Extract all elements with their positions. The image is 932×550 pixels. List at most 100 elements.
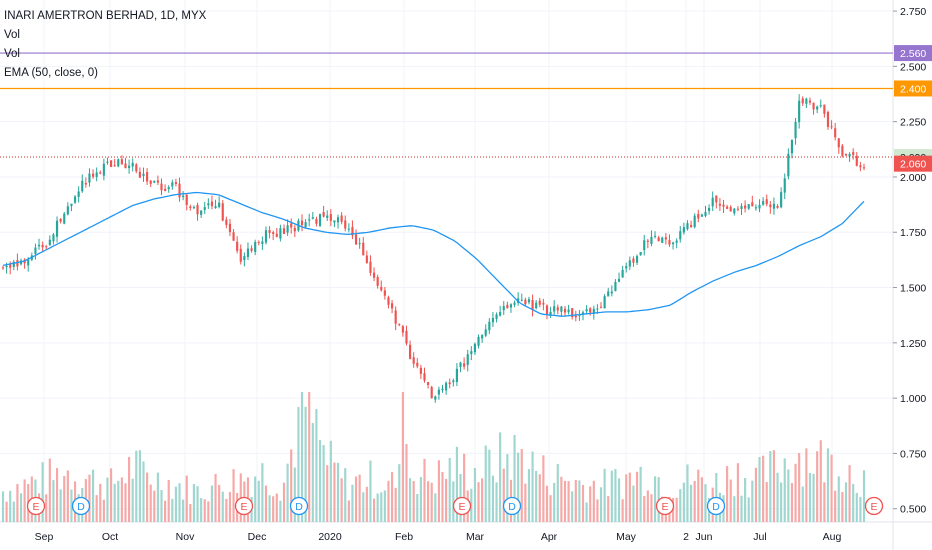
candle-body [794, 121, 797, 139]
candle-body [452, 380, 455, 383]
volume-bar [603, 468, 606, 522]
ema-indicator-label[interactable]: EMA (50, close, 0) [4, 67, 98, 79]
candle-body [34, 247, 37, 254]
candle-body [790, 139, 794, 154]
volume-bar [463, 453, 466, 522]
volume-bar [736, 463, 739, 522]
candle-body [102, 163, 105, 176]
event-marker-label: E [458, 501, 465, 513]
candle-body [844, 153, 848, 156]
earnings-marker-icon[interactable] [655, 496, 675, 516]
volume-bar [819, 440, 822, 522]
volume-bar [484, 445, 487, 522]
volume-bar [844, 482, 848, 522]
volume-bar [45, 494, 48, 522]
volume-bar [693, 481, 696, 522]
time-tick-label: Sep [35, 531, 54, 543]
price-tick-label: 2.000 [900, 172, 926, 184]
candle-body [502, 306, 505, 311]
candle-body [81, 180, 84, 192]
candle-body [581, 312, 585, 315]
candle-body [632, 258, 635, 263]
candle-body [398, 324, 401, 326]
volume-bar [178, 483, 181, 522]
dividend-marker-icon[interactable] [502, 496, 522, 516]
volume-bar [513, 434, 516, 522]
candle-body [405, 330, 408, 344]
candle-body [88, 173, 91, 183]
price-tick-label: 1.500 [900, 283, 926, 295]
earnings-marker-icon[interactable] [26, 496, 46, 516]
volume-bar [834, 490, 837, 522]
volume-bar [650, 494, 653, 522]
earnings-marker-icon[interactable] [864, 496, 884, 516]
candle-body [66, 206, 69, 215]
volume-indicator-label-2[interactable]: Vol [4, 48, 20, 60]
candle-body [643, 240, 646, 251]
volume-bar [542, 455, 545, 522]
candle-body [780, 192, 783, 208]
volume-bar [128, 456, 131, 522]
candle-body [236, 241, 239, 251]
volume-bar [823, 482, 826, 522]
price-tag [894, 80, 932, 97]
candle-body [232, 232, 235, 241]
candle-body [776, 205, 779, 208]
candle-body [700, 214, 703, 217]
dividend-marker-icon[interactable] [706, 496, 726, 516]
volume-bar [697, 469, 700, 522]
candle-body [138, 171, 141, 178]
volume-bar [52, 480, 55, 522]
volume-bar [394, 487, 397, 522]
price-tag-label: 2.560 [900, 48, 926, 60]
candle-body [77, 191, 80, 197]
candle-body [675, 240, 678, 243]
volume-bar [617, 478, 621, 522]
volume-bar [210, 485, 214, 522]
volume-bar [369, 460, 372, 522]
volume-bar [571, 491, 574, 522]
candle-body [650, 236, 653, 244]
volume-bar [607, 496, 610, 522]
candle-body [646, 240, 649, 242]
earnings-marker-icon[interactable] [234, 496, 254, 516]
candle-body [401, 326, 404, 333]
candle-body [196, 205, 199, 215]
dividend-marker-icon[interactable] [289, 496, 309, 516]
volume-bar [149, 484, 152, 522]
volume-indicator-label[interactable]: Vol [4, 29, 20, 41]
volume-bar [783, 458, 786, 522]
candle-body [124, 163, 127, 169]
candle-body [682, 227, 685, 233]
earnings-marker-icon[interactable] [452, 496, 472, 516]
candle-body [347, 228, 350, 230]
candle-body [819, 105, 822, 107]
candle-body [816, 106, 819, 110]
dividend-marker-icon[interactable] [71, 496, 91, 516]
candle-body [214, 206, 217, 208]
candle-body [48, 239, 51, 246]
candle-body [311, 217, 314, 219]
volume-bar [455, 446, 458, 522]
candle-body [394, 310, 397, 324]
candle-body [344, 220, 347, 229]
candle-body [553, 306, 556, 312]
candle-body [218, 202, 221, 208]
volume-bar [135, 450, 138, 522]
candle-body [257, 242, 260, 244]
volume-bar [88, 474, 91, 522]
volume-bar [91, 469, 95, 522]
volume-bar [41, 462, 44, 522]
event-marker-label: D [77, 501, 85, 513]
candle-body [135, 164, 138, 172]
candle-body [73, 196, 77, 203]
candle-body [178, 183, 181, 198]
volume-bar [798, 452, 801, 522]
symbol-title[interactable]: INARI AMERTRON BERHAD, 1D, MYX [4, 10, 207, 22]
volume-bar [675, 497, 678, 522]
candle-body [380, 286, 383, 291]
candle-body [45, 246, 48, 248]
time-tick-label: 2 [683, 531, 689, 543]
